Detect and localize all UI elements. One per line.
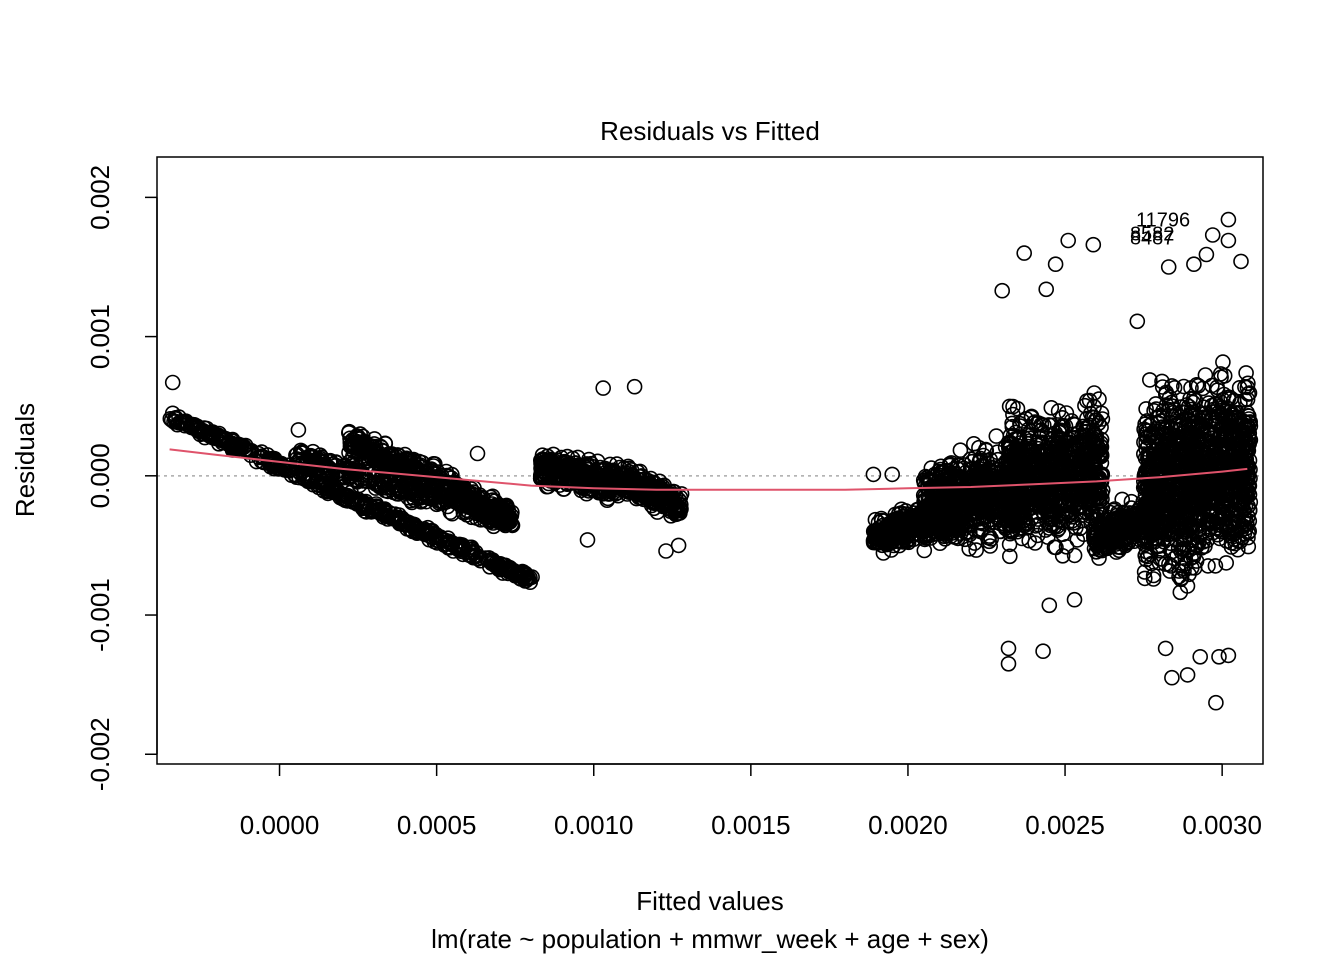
- residual-point: [224, 431, 241, 448]
- residual-point: [327, 484, 344, 501]
- residual-point: [952, 442, 969, 459]
- residual-point: [369, 455, 386, 471]
- residual-point: [516, 565, 533, 581]
- residual-point: [497, 498, 514, 514]
- residual-point: [393, 510, 410, 527]
- residual-point: [348, 494, 365, 510]
- residual-point: [303, 455, 319, 472]
- residual-point: [402, 470, 419, 487]
- residual-point: [642, 476, 659, 492]
- residual-point: [378, 480, 395, 496]
- residual-point: [387, 454, 404, 471]
- residual-point: [343, 436, 360, 453]
- residual-point: [413, 523, 430, 539]
- residual-point: [259, 447, 276, 463]
- residual-point: [463, 539, 480, 556]
- residual-point: [900, 518, 916, 535]
- residual-point: [555, 481, 572, 497]
- residual-point: [355, 433, 372, 450]
- residual-point: [462, 544, 479, 561]
- residual-point: [867, 530, 884, 546]
- residual-point: [463, 481, 479, 497]
- residual-point: [419, 523, 436, 540]
- residual-point: [229, 439, 246, 456]
- residual-point: [405, 451, 422, 468]
- residual-point: [351, 477, 368, 494]
- residual-point: [673, 486, 690, 502]
- residual-point: [500, 562, 517, 579]
- residual-point: [458, 495, 475, 512]
- residual-point: [560, 463, 577, 480]
- residual-point: [402, 521, 418, 538]
- residual-point: [427, 528, 444, 545]
- residual-point: [449, 495, 465, 511]
- residual-point: [398, 516, 415, 532]
- residual-point: [208, 430, 225, 447]
- residual-point: [168, 409, 184, 426]
- scatter-points: [162, 211, 1259, 711]
- residual-point: [611, 459, 628, 476]
- residual-point: [465, 484, 482, 500]
- residual-point: [186, 416, 203, 433]
- residual-point: [365, 500, 382, 517]
- residual-point: [377, 456, 394, 473]
- residual-point: [556, 455, 572, 472]
- residual-point: [534, 458, 551, 474]
- residual-point: [660, 497, 677, 514]
- residual-point: [350, 437, 367, 454]
- residual-point: [654, 485, 670, 501]
- residual-point: [625, 472, 642, 488]
- residual-point: [396, 462, 413, 479]
- residual-point: [301, 471, 317, 487]
- residual-point: [376, 501, 393, 517]
- residual-point: [882, 531, 899, 548]
- residual-point: [872, 529, 889, 545]
- residual-point: [485, 554, 502, 570]
- residual-point: [490, 558, 507, 575]
- chart-title: Residuals vs Fitted: [600, 116, 820, 146]
- residual-point: [464, 493, 481, 509]
- residual-point: [542, 473, 559, 489]
- residual-point: [586, 465, 603, 482]
- residual-point: [441, 535, 458, 552]
- residual-point: [199, 425, 215, 442]
- residual-point: [522, 574, 539, 591]
- residual-point: [539, 458, 556, 474]
- residual-point: [331, 465, 348, 481]
- residual-point: [401, 461, 418, 478]
- residual-point: [263, 451, 280, 467]
- residual-point: [916, 542, 933, 559]
- residual-point: [236, 438, 252, 455]
- residual-point: [454, 485, 470, 502]
- residual-point: [268, 459, 285, 476]
- residual-point: [283, 467, 300, 484]
- residual-point: [191, 420, 207, 437]
- residual-point: [638, 484, 655, 500]
- residual-point: [218, 430, 234, 447]
- residual-point: [896, 523, 912, 540]
- residual-point: [223, 438, 240, 455]
- residual-point: [487, 555, 504, 572]
- residual-point: [617, 472, 634, 489]
- residual-point: [240, 442, 257, 459]
- residual-point: [314, 454, 330, 471]
- residual-point: [481, 503, 498, 520]
- residual-point: [478, 500, 495, 516]
- residual-point: [357, 473, 373, 489]
- residual-point: [429, 535, 446, 551]
- residual-point: [359, 497, 375, 513]
